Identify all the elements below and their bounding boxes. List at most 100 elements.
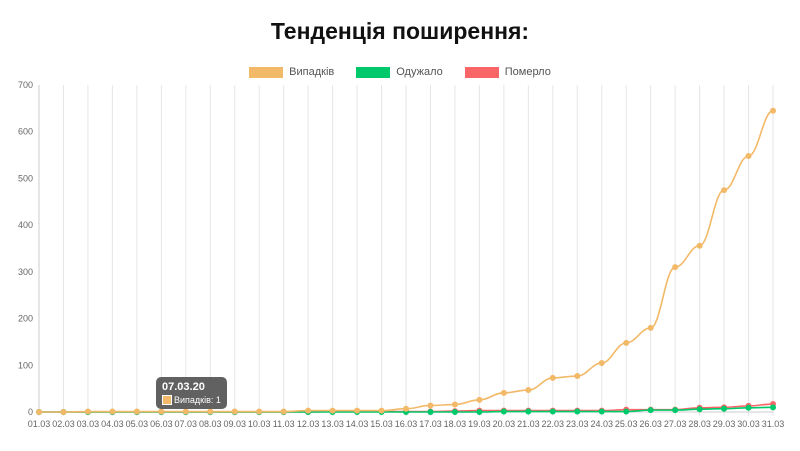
x-tick-label: 15.03 [370, 419, 393, 429]
x-tick-label: 20.03 [493, 419, 516, 429]
x-tick-label: 31.03 [762, 419, 785, 429]
y-tick-label: 0 [28, 407, 33, 417]
data-point [549, 408, 556, 415]
legend-item-cases[interactable]: Випадків [249, 66, 334, 78]
x-tick-label: 01.03 [28, 419, 51, 429]
data-point [133, 408, 140, 415]
legend-label: Випадків [289, 66, 335, 78]
data-point [647, 324, 654, 331]
data-point [525, 387, 532, 394]
x-tick-label: 19.03 [468, 419, 491, 429]
x-tick-label: 07.03 [175, 419, 198, 429]
data-point [60, 409, 67, 415]
data-point [721, 187, 728, 194]
data-point [84, 408, 91, 415]
data-point [623, 408, 630, 415]
x-tick-label: 04.03 [101, 419, 124, 429]
data-point [770, 404, 776, 411]
data-point [109, 408, 116, 415]
data-point [403, 405, 409, 412]
data-point [500, 408, 507, 415]
data-point [305, 407, 312, 414]
x-tick-label: 25.03 [615, 419, 638, 429]
data-point [574, 373, 581, 380]
x-tick-label: 08.03 [199, 419, 222, 429]
legend-swatch [356, 66, 391, 78]
data-point [207, 408, 214, 415]
x-tick-label: 22.03 [542, 419, 565, 429]
data-point [500, 389, 507, 396]
data-point [672, 407, 679, 414]
data-point [329, 407, 336, 414]
x-tick-label: 05.03 [126, 419, 149, 429]
y-tick-label: 300 [18, 267, 33, 277]
legend-item-deaths[interactable]: Померло [464, 66, 551, 78]
x-tick-label: 02.03 [52, 419, 75, 429]
legend-swatch [464, 66, 499, 78]
data-point [231, 408, 238, 415]
y-tick-label: 400 [18, 220, 33, 230]
data-point [525, 408, 532, 415]
x-tick-label: 12.03 [297, 419, 320, 429]
data-point [623, 339, 630, 346]
data-point [476, 396, 483, 403]
x-tick-label: 26.03 [639, 419, 662, 429]
x-tick-label: 30.03 [737, 419, 760, 429]
data-point [451, 409, 458, 415]
data-point [427, 409, 434, 415]
chart-title: Тенденція поширення: [270, 18, 530, 44]
x-tick-label: 13.03 [321, 419, 344, 429]
x-tick-label: 10.03 [248, 419, 271, 429]
legend-label: Одужало [396, 66, 443, 78]
tooltip-label: Випадків: 1 [174, 395, 221, 405]
tooltip-swatch [162, 395, 172, 405]
data-point [647, 407, 654, 414]
x-tick-label: 28.03 [688, 419, 711, 429]
legend-label: Померло [504, 66, 551, 78]
data-point [280, 408, 287, 415]
data-point [549, 374, 556, 381]
data-point [745, 153, 752, 160]
data-point [745, 404, 752, 411]
x-tick-label: 23.03 [566, 419, 589, 429]
data-point [378, 407, 385, 414]
y-tick-label: 700 [18, 80, 33, 90]
x-tick-label: 14.03 [346, 419, 369, 429]
x-tick-label: 24.03 [590, 419, 613, 429]
data-point [182, 408, 189, 415]
data-point [158, 408, 165, 415]
x-tick-label: 09.03 [223, 419, 246, 429]
data-point [598, 359, 605, 366]
x-tick-label: 18.03 [444, 419, 467, 429]
data-point [451, 401, 458, 408]
y-tick-label: 100 [18, 360, 33, 370]
y-tick-label: 500 [18, 173, 33, 183]
data-point [598, 408, 605, 415]
data-point [672, 264, 679, 271]
tooltip: 07.03.20 Випадків: 1 [156, 377, 227, 409]
tooltip-title: 07.03.20 [162, 381, 205, 393]
legend-swatch [249, 66, 284, 78]
data-point [770, 107, 776, 114]
data-point [696, 242, 703, 249]
x-tick-label: 21.03 [517, 419, 540, 429]
data-point [36, 409, 42, 415]
legend: Випадків Одужало Померло [0, 66, 800, 78]
data-point [354, 407, 361, 414]
data-point [721, 405, 728, 412]
data-point [476, 409, 483, 415]
x-tick-label: 17.03 [419, 419, 442, 429]
data-point [427, 402, 434, 409]
x-tick-label: 29.03 [713, 419, 736, 429]
x-tick-label: 11.03 [273, 419, 295, 429]
data-point [256, 408, 263, 415]
x-tick-label: 06.03 [150, 419, 173, 429]
y-tick-label: 200 [18, 314, 33, 324]
x-tick-label: 27.03 [664, 419, 687, 429]
x-tick-label: 16.03 [395, 419, 418, 429]
x-tick-label: 03.03 [77, 419, 100, 429]
y-tick-label: 600 [18, 127, 33, 137]
legend-item-recovered[interactable]: Одужало [356, 66, 443, 78]
data-point [696, 406, 703, 413]
